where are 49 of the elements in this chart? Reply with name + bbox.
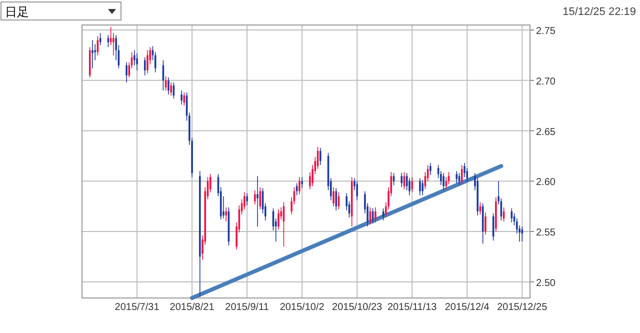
y-tick-label: 2.75: [536, 26, 556, 38]
candlestick: [430, 162, 432, 176]
candlestick: [225, 206, 227, 222]
x-tick-label: 2015/10/23: [332, 302, 383, 313]
candlestick: [112, 32, 114, 56]
candlestick: [335, 188, 338, 211]
x-tick-label: 2015/8/21: [170, 302, 215, 313]
y-tick-label: 2.55: [536, 228, 556, 239]
candlestick: [256, 176, 258, 227]
candlestick: [356, 180, 358, 201]
candlestick: [419, 178, 421, 196]
candlestick: [464, 162, 466, 178]
y-tick-label: 2.50: [536, 278, 556, 289]
candlestick: [484, 212, 486, 235]
candlestick: [456, 170, 458, 184]
candlestick: [170, 82, 172, 96]
y-tick-label: 2.65: [536, 126, 556, 138]
candlestick: [411, 176, 414, 193]
candlestick: [168, 76, 170, 95]
text: 日足: [5, 5, 29, 19]
candlestick: [320, 148, 322, 166]
y-tick-label: 2.70: [536, 76, 556, 88]
candlestick: [180, 90, 182, 105]
candlestick: [332, 186, 334, 207]
candlestick: [92, 40, 94, 69]
x-tick-label: 2015/10/2: [280, 302, 325, 313]
candlestick: [254, 190, 256, 205]
candlestick: [144, 56, 146, 76]
candlestick: [136, 52, 138, 71]
candlestick: [278, 208, 280, 230]
y-tick-label: 2.60: [536, 177, 556, 188]
candlestick: [374, 206, 376, 223]
x-tick-label: 2015/9/11: [225, 302, 270, 313]
candlestick: [460, 164, 463, 185]
candlestick: [301, 176, 303, 189]
candlestick: [521, 226, 524, 242]
candlestick: [246, 192, 248, 206]
candlestick: [422, 180, 424, 196]
candlestick: [406, 172, 408, 191]
candlestick: [126, 62, 128, 83]
text: 15/12/25 22:19: [562, 6, 636, 18]
x-tick-label: 2015/7/31: [114, 302, 160, 313]
x-tick-label: 2015/12/25: [497, 302, 548, 313]
candlestick: [298, 176, 300, 195]
x-tick-label: 2015/11/13: [387, 302, 438, 313]
candlestick: [400, 172, 403, 188]
x-tick-label: 2015/12/4: [444, 302, 490, 313]
candlestick: [442, 172, 444, 191]
candlestick: [146, 50, 148, 74]
